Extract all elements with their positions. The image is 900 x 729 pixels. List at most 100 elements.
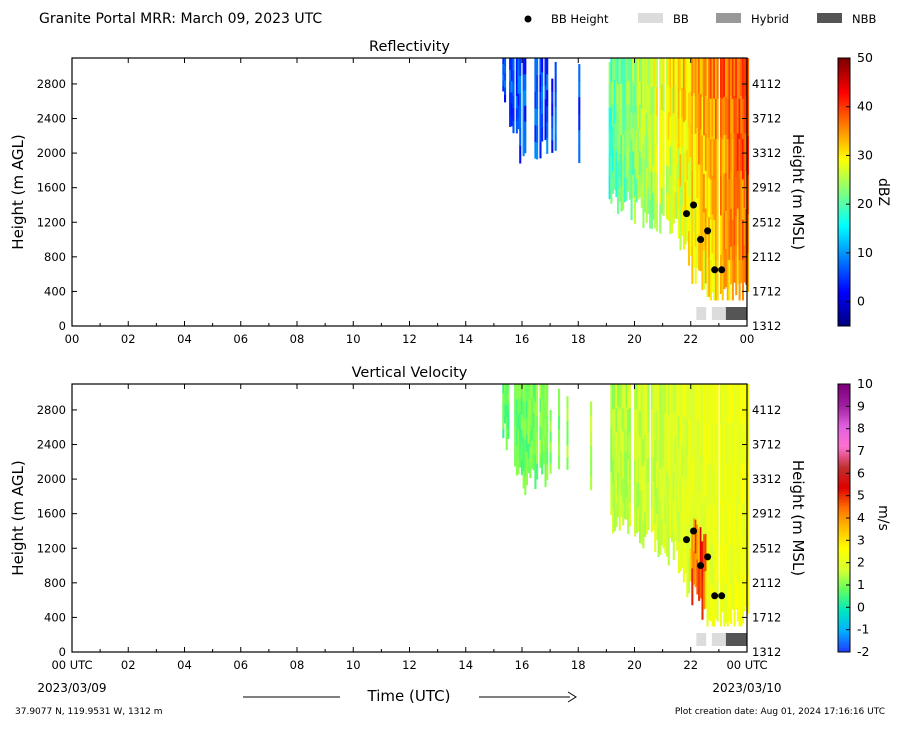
heatmap-cell	[613, 457, 616, 483]
heatmap-cell	[672, 195, 675, 224]
heatmap-cell	[544, 435, 547, 453]
heatmap-cell	[699, 164, 702, 201]
bb-type-segment-bb	[696, 307, 707, 320]
heatmap-cell	[699, 455, 702, 492]
heatmap-cell	[740, 505, 743, 546]
heatmap-cell	[725, 134, 728, 173]
heatmap-cell	[689, 384, 692, 418]
heatmap-cell	[671, 384, 674, 411]
heatmap-cell	[539, 58, 542, 76]
heatmap-cell	[740, 207, 743, 246]
heatmap-cell	[679, 446, 682, 478]
heatmap-cell	[630, 165, 633, 194]
heatmap-cell	[642, 58, 645, 87]
heatmap-cell	[615, 431, 618, 456]
heatmap-cell	[672, 442, 675, 473]
heatmap-cell	[615, 384, 618, 409]
heatmap-cell	[723, 505, 726, 546]
heatmap-cell	[694, 451, 697, 486]
heatmap-cell	[716, 502, 719, 543]
heatmap-cell	[701, 580, 704, 620]
heatmap-cell	[544, 401, 547, 419]
colorbar-cell	[838, 189, 850, 193]
heatmap-cell	[681, 117, 684, 148]
heatmap-cell	[716, 98, 719, 140]
heatmap-cell	[745, 246, 748, 285]
bb-height-point	[711, 592, 719, 600]
colorbar-cell	[838, 468, 850, 472]
colorbar-cell	[838, 531, 850, 535]
heatmap-cell	[666, 441, 669, 471]
heatmap-cell	[723, 58, 726, 97]
heatmap-cell	[647, 187, 650, 214]
heatmap-cell	[512, 70, 515, 84]
colorbar-cell	[838, 111, 850, 115]
heatmap-cell	[743, 384, 746, 423]
heatmap-cell	[666, 138, 669, 166]
colorbar-cell	[838, 504, 850, 508]
colorbar-cell	[838, 614, 850, 617]
colorbar-cell	[838, 513, 850, 517]
colorbar-cell	[838, 180, 850, 184]
heatmap-cell	[728, 542, 731, 583]
heatmap-cell	[730, 58, 733, 97]
heatmap-cell	[745, 95, 748, 134]
colorbar-cell	[838, 100, 850, 104]
colorbar-cell	[838, 602, 850, 606]
colorbar-cell	[838, 386, 850, 389]
heatmap-cell	[522, 384, 525, 402]
heatmap-cell	[652, 138, 655, 166]
heatmap-cell	[504, 390, 507, 398]
heatmap-cell	[681, 537, 684, 569]
colorbar-cell	[838, 87, 850, 90]
heatmap-cell	[644, 384, 647, 410]
colorbar-cell	[838, 78, 850, 81]
heatmap-cell	[542, 424, 545, 438]
heatmap-cell	[741, 583, 745, 624]
heatmap-cell	[515, 70, 518, 84]
colorbar-cell	[838, 113, 850, 117]
heatmap-cell	[504, 416, 507, 424]
heatmap-cell	[713, 179, 716, 220]
heatmap-cell	[612, 80, 615, 104]
heatmap-cell	[618, 457, 621, 482]
x-tick-label: 02	[121, 332, 136, 346]
heatmap-cell	[694, 519, 697, 554]
heatmap-cell	[519, 439, 522, 454]
heatmap-cell	[509, 58, 512, 70]
heatmap-cell	[650, 408, 653, 434]
heatmap-cell	[720, 585, 723, 627]
heatmap-cell	[747, 384, 750, 423]
heatmap-cell	[725, 96, 728, 135]
x-tick-label: 20	[627, 658, 642, 672]
heatmap-cell	[505, 405, 508, 418]
heatmap-cell	[714, 384, 718, 424]
heatmap-cell	[728, 423, 731, 464]
heatmap-cell	[733, 585, 736, 627]
heatmap-cell	[698, 456, 701, 493]
heatmap-cell	[633, 460, 637, 486]
heatmap-cell	[730, 133, 733, 172]
bb-type-segment-bb	[711, 307, 726, 320]
legend-bb-height-marker	[524, 15, 532, 23]
heatmap-cell	[504, 403, 507, 411]
heatmap-cell	[637, 58, 640, 82]
heatmap-cell	[549, 420, 552, 432]
heatmap-cell	[726, 384, 729, 425]
heatmap-cell	[689, 482, 692, 516]
heatmap-cell	[617, 109, 620, 137]
colorbar-cell	[838, 573, 850, 577]
heatmap-cell	[655, 409, 658, 437]
colorbar-cell	[838, 404, 850, 407]
heatmap-cell	[701, 135, 704, 175]
heatmap-cell	[652, 165, 655, 193]
heatmap-cell	[617, 83, 620, 111]
heatmap-cell	[735, 571, 738, 610]
heatmap-cell	[676, 58, 679, 86]
colorbar-tick-label: 9	[857, 398, 865, 413]
end-date-label: 2023/03/10	[712, 681, 781, 695]
colorbar-cell	[838, 448, 850, 452]
colorbar-cell	[838, 104, 850, 108]
colorbar-cell	[838, 125, 850, 128]
heatmap-cell	[666, 527, 669, 557]
